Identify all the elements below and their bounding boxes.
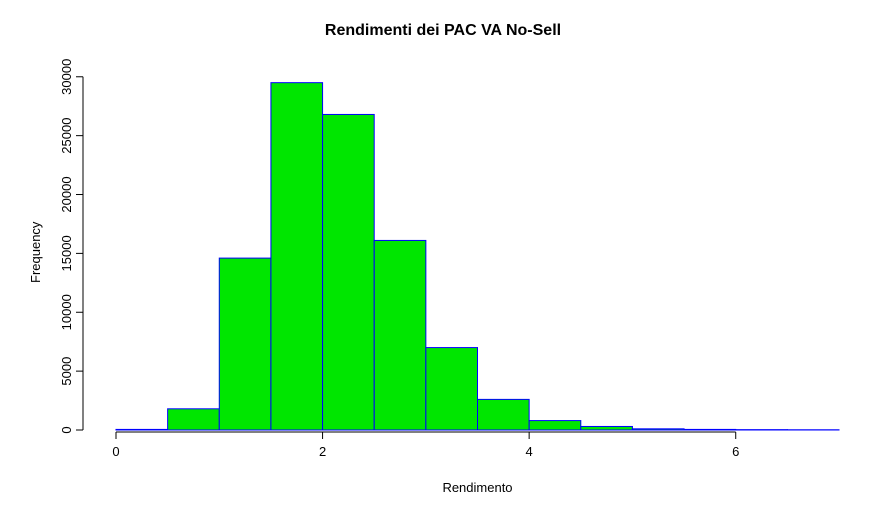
x-tick-label: 0 xyxy=(112,444,119,459)
y-tick-label: 10000 xyxy=(59,294,74,330)
x-tick-label: 2 xyxy=(319,444,326,459)
histogram-bar xyxy=(581,426,633,430)
histogram-bar xyxy=(684,429,736,430)
histogram-bar xyxy=(168,409,220,430)
chart-svg: 0 2 4 6 0 5000 10000 15000 20000 25000 30000 xyxy=(0,0,886,525)
y-tick-label: 30000 xyxy=(59,59,74,95)
histogram-bar xyxy=(426,348,478,430)
y-tick-label: 0 xyxy=(59,426,74,433)
x-tick-label: 4 xyxy=(526,444,533,459)
histogram-bar xyxy=(478,399,530,430)
histogram-bar xyxy=(374,240,426,430)
histogram-bar xyxy=(323,114,375,430)
y-tick-label: 5000 xyxy=(59,357,74,386)
histogram-bar xyxy=(271,83,323,430)
histogram-bar xyxy=(219,258,271,430)
histogram-bar xyxy=(116,429,168,430)
y-tick-label: 20000 xyxy=(59,176,74,212)
histogram-chart: Rendimenti dei PAC VA No-Sell 0246050001… xyxy=(0,0,886,525)
histogram-bar xyxy=(632,429,684,430)
y-tick-label: 25000 xyxy=(59,118,74,154)
y-axis-label: Frequency xyxy=(28,221,43,282)
y-tick-label: 15000 xyxy=(59,235,74,271)
x-tick-label: 6 xyxy=(732,444,739,459)
x-axis-label: Rendimento xyxy=(85,480,870,495)
histogram-bar xyxy=(529,421,581,430)
